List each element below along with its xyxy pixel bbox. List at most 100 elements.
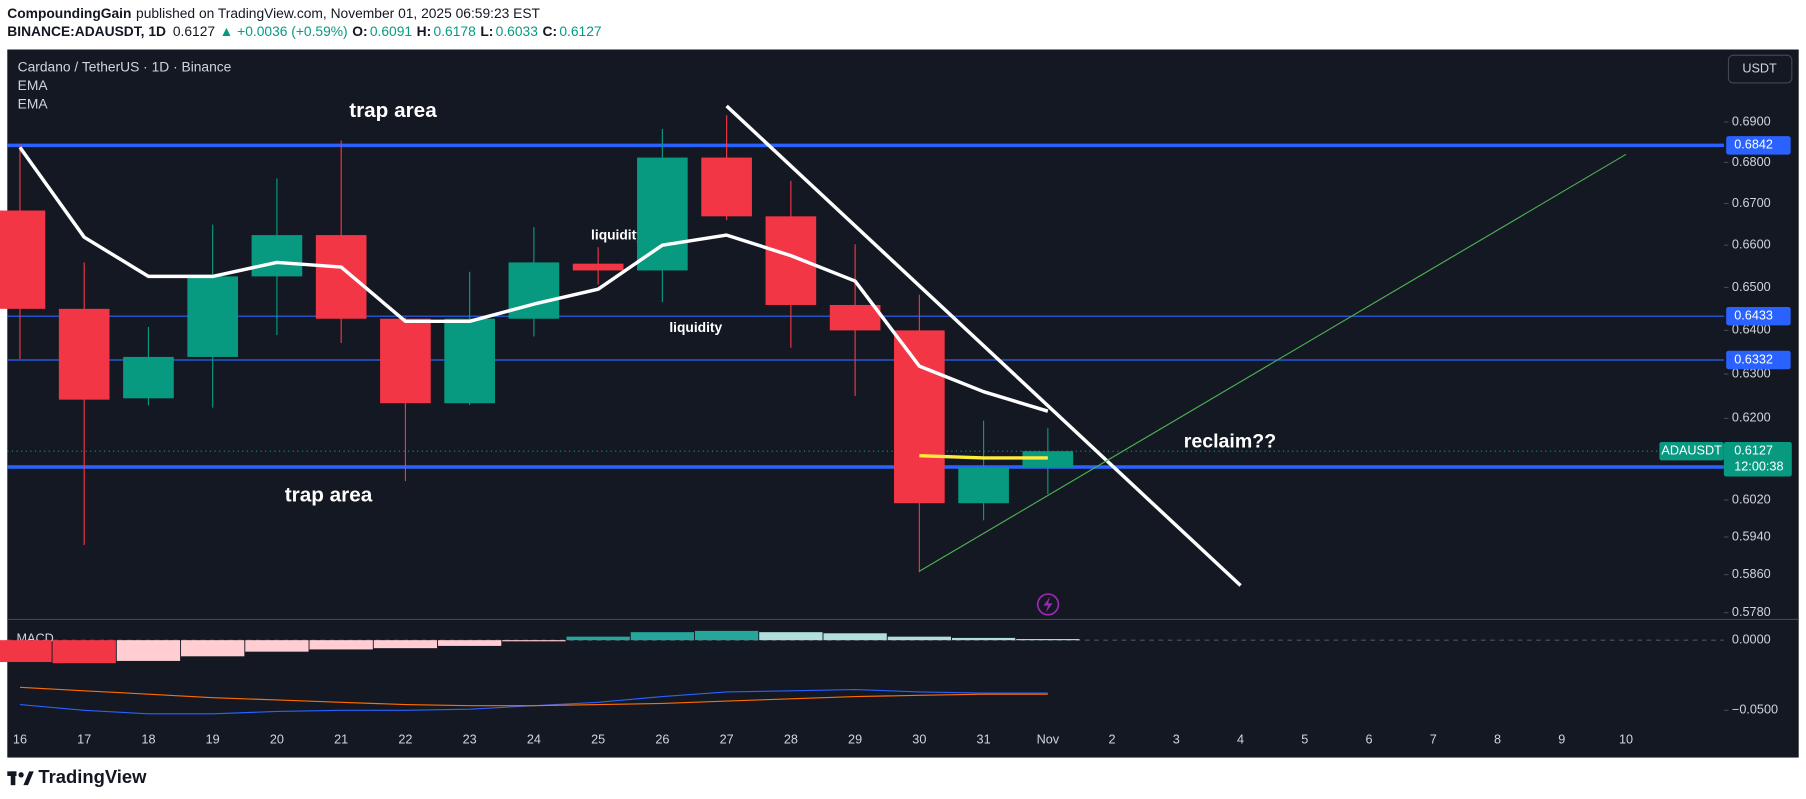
x-tick-label: 22 [398,733,412,747]
candle-body [765,216,817,305]
macd-histogram-bar [566,636,630,641]
ohlc-key: L: [480,23,493,39]
level-label: 0.6842 [1734,138,1773,152]
currency-label[interactable]: USDT [1742,61,1777,75]
level-label-bg [1726,136,1791,155]
x-tick-label: 10 [1619,733,1633,747]
ohlc-value: 0.6033 [496,23,539,39]
macd-histogram-bar [694,630,759,641]
macd-histogram-bar [373,640,438,649]
y-tick-label: −0.0500 [1732,703,1778,717]
macd-histogram-bar [951,637,1016,641]
y-tick-label: 0.6600 [1732,237,1771,251]
last-price-value: 0.6127 [1734,444,1773,458]
x-tick-label: 4 [1237,733,1244,747]
y-tick-label: 0.6500 [1732,280,1771,294]
candle-body [894,330,945,504]
level-label: 0.6332 [1734,352,1773,366]
x-tick-label: 28 [784,733,798,747]
publish-line: CompoundingGain published on TradingView.… [7,4,540,20]
symbol-line: BINANCE:ADAUSDT, 1D 0.6127 ▲ +0.0036 (+0.5… [7,23,601,39]
level-label-bg [1726,306,1791,326]
last-price-countdown: 12:00:38 [1734,460,1783,474]
x-tick-label: 2 [1109,733,1116,747]
y-tick-label: 0.6020 [1732,492,1771,506]
y-tick-label: 0.6300 [1732,366,1771,380]
x-tick-label: Nov [1037,733,1060,747]
candle-body [187,276,239,357]
ohlc-value: 0.6091 [370,23,412,39]
y-tick-label: 0.6800 [1732,155,1771,169]
x-tick-label: 31 [977,733,991,747]
macd-histogram-bar [759,632,823,641]
last-price-symbol: ADAUSDT [1661,444,1722,458]
x-tick-label: 19 [206,733,220,747]
macd-histogram-bar [630,632,695,641]
x-tick-label: 9 [1558,733,1565,747]
level-label: 0.6433 [1734,308,1773,322]
author: CompoundingGain [7,4,131,20]
macd-histogram-bar [437,640,502,646]
published: published on TradingView.com, November 0… [136,4,541,20]
x-tick-label: 7 [1430,733,1437,747]
last-price-bg [1723,441,1792,477]
trend-line [919,153,1627,572]
candle-body [572,263,624,271]
candle-body [380,318,431,404]
x-tick-label: 3 [1173,733,1180,747]
macd-histogram-bar [181,640,245,657]
x-tick-label: 18 [141,733,155,747]
y-tick-label: 0.6700 [1732,196,1771,210]
x-tick-label: 29 [848,733,862,747]
x-tick-label: 21 [334,733,348,747]
x-tick-label: 5 [1301,733,1308,747]
x-tick-label: 20 [270,733,284,747]
candle-body [444,318,495,404]
legend-entry: EMA [18,77,49,93]
x-tick-label: 30 [912,733,926,747]
currency-button[interactable] [1727,54,1793,84]
y-tick-label: 0.6400 [1732,323,1771,337]
y-tick-label: 0.5780 [1732,605,1771,619]
macd-histogram-bar [245,640,309,652]
annotation: liquidity [591,227,644,243]
macd-histogram-bar [887,636,952,641]
x-tick-label: 25 [591,733,605,747]
event-icon [1036,593,1060,616]
x-tick-label: 26 [655,733,669,747]
y-tick-label: 0.5860 [1732,567,1771,581]
x-tick-label: 6 [1366,733,1373,747]
last: 0.6127 [173,23,215,39]
footer-brand: TradingView [38,766,147,787]
annotation: reclaim?? [1184,430,1276,452]
macd-histogram-bar [502,640,566,642]
candle-body [251,235,303,277]
x-tick-label: 8 [1494,733,1501,747]
trend-line [725,104,1242,587]
candle-body [0,210,46,309]
y-tick-label: 0.5940 [1732,529,1771,543]
x-tick-label: 23 [463,733,477,747]
macd-histogram-bar [1016,639,1080,641]
annotation: liquidity [669,319,722,335]
macd-histogram-bar [823,633,887,641]
y-tick-label: 0.6900 [1732,114,1771,128]
ema-line [919,453,1048,460]
x-tick-label: 16 [13,733,27,747]
legend-title: Cardano / TetherUS · 1D · Binance [18,59,232,75]
x-tick-label: 27 [720,733,734,747]
candle-body [958,467,1009,504]
x-tick-label: 17 [77,733,91,747]
ema-line [18,146,1049,413]
ohlc-value: 0.6178 [434,23,477,39]
last-price-symbol-bg [1659,441,1724,461]
macd-line [19,686,1048,707]
candle-body [315,235,367,319]
annotation: trap area [349,99,437,122]
candle-body [637,157,688,271]
y-tick-label: 0.6200 [1732,411,1771,425]
legend-entry: EMA [18,95,49,111]
macd-histogram-bar [309,640,373,650]
footer-logo [7,771,34,786]
